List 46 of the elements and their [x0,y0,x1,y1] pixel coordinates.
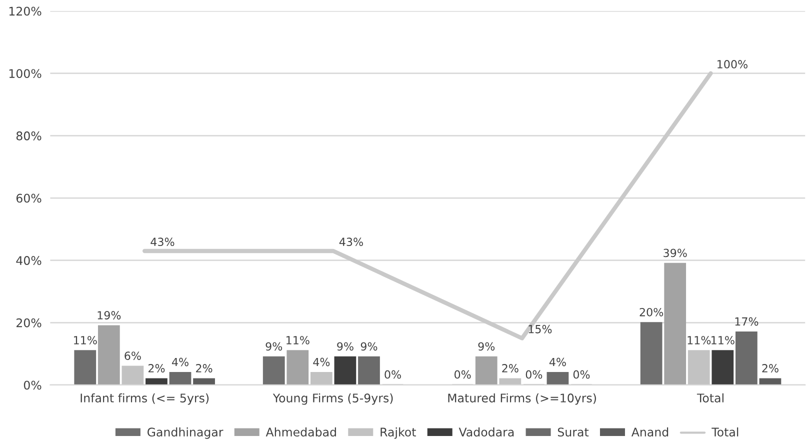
data-label: 6% [124,352,141,360]
legend-label: Ahmedabad [266,427,336,437]
legend-label: Vadodara [458,427,514,437]
data-label: 100% [718,60,748,68]
data-label: 19% [98,311,121,320]
legend-label: Gandhinagar [148,427,224,439]
data-label: 20% [640,308,664,316]
data-label: 2% [762,364,778,372]
data-label: 9% [360,342,378,351]
data-label: 2% [502,364,518,372]
y-tick-label: 80% [16,131,42,140]
data-label: 11% [74,336,97,344]
legend-label: Surat [558,428,589,437]
x-tick-label: Young Firms (5-9yrs) [272,393,393,405]
y-tick-label: 20% [16,318,42,328]
data-label: 4% [172,358,188,366]
x-tick-label: Total [696,393,724,402]
data-label: 0% [526,370,542,379]
data-label: 11% [688,336,711,344]
data-label: 43% [339,238,363,246]
y-tick-label: 40% [16,256,42,265]
data-label: 11% [286,336,310,344]
data-label: 2% [196,364,212,372]
data-label: 4% [313,358,330,366]
data-label: 11% [712,336,734,344]
data-label: 4% [549,358,566,366]
x-tick-label: Infant firms (<= 5yrs) [80,393,209,405]
y-tick-label: 0% [24,380,42,390]
data-label: 17% [735,317,758,326]
y-tick-label: 60% [16,194,42,203]
data-label: 9% [266,342,282,351]
y-tick-label: 120% [9,6,42,16]
x-tick-label: Matured Firms (>=10yrs) [448,393,596,405]
data-label: 15% [528,324,552,334]
data-label: 0% [573,370,590,379]
data-label: 43% [150,238,174,246]
data-label: 9% [337,342,354,351]
data-label: 0% [384,370,401,379]
data-label: 9% [478,342,495,351]
data-label: 0% [454,370,471,379]
legend-label: Rajkot [380,427,416,439]
y-tick-label: 100% [9,69,42,78]
data-label: 2% [148,364,165,372]
legend-label: Anand [631,427,668,437]
data-label: 39% [664,248,687,258]
legend-label: Total [712,427,738,437]
